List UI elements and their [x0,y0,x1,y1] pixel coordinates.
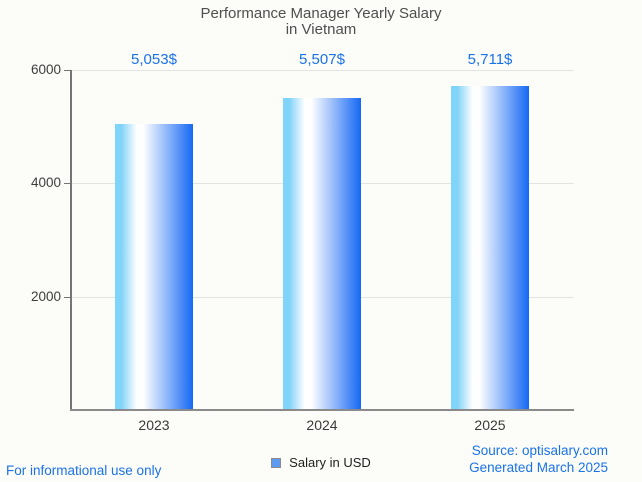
value-label-2023: 5,053$ [131,51,177,68]
source-attribution: Source: optisalary.com Generated March 2… [469,443,608,476]
bar-2024 [283,97,361,410]
y-tick-2000 [64,296,70,298]
x-axis-label-2025: 2025 [474,417,506,433]
value-label-2024: 5,507$ [299,51,345,68]
x-axis-label-2024: 2024 [306,417,338,433]
y-axis-label-6000: 6000 [30,62,61,77]
legend-label: Salary in USD [289,455,371,470]
gridline-6000 [70,70,574,71]
legend-swatch-icon [271,457,282,468]
value-label-2025: 5,711$ [467,51,513,68]
chart-title-line1: Performance Manager Yearly Salary [200,5,442,22]
generated-line: Generated March 2025 [469,459,608,475]
bar-2025 [451,86,529,410]
chart-title-line2: in Vietnam [285,21,357,38]
legend: Salary in USD [0,455,642,470]
y-axis-label-4000: 4000 [30,175,61,191]
x-axis-line [70,409,574,411]
bar-2023 [115,123,193,410]
y-tick-6000 [64,70,70,71]
chart-title: Performance Manager Yearly Salary in Vie… [0,6,642,38]
y-axis-line [70,70,72,410]
y-tick-4000 [64,183,70,185]
source-line: Source: optisalary.com [471,443,608,458]
disclaimer-text: For informational use only [6,463,162,478]
y-axis-label-2000: 2000 [30,288,61,304]
x-axis-label-2023: 2023 [138,417,170,433]
